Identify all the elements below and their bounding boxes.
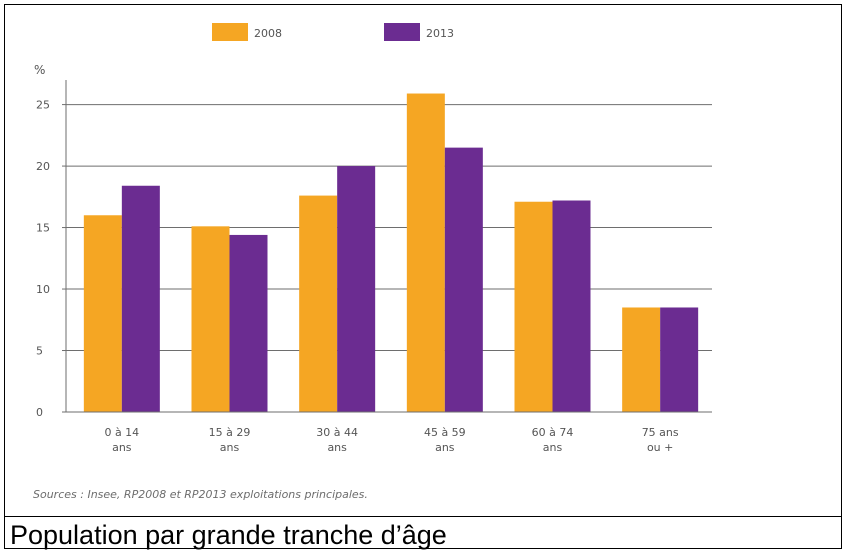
bar-2008-3 [406, 93, 445, 412]
bar-2013-3 [444, 147, 483, 412]
figure-caption: Population par grande tranche d’âge [10, 520, 447, 550]
legend: 2008 2013 [212, 23, 454, 41]
y-tick-label: 0 [36, 406, 43, 419]
legend-label-2013: 2013 [426, 27, 454, 40]
x-tick-label: 75 ans ou + [642, 426, 679, 454]
bar-2013-2 [337, 166, 376, 412]
bar-2008-1 [191, 226, 230, 412]
x-tick-label: 45 à 59 ans [424, 426, 466, 454]
x-tick-label: 15 à 29 ans [209, 426, 251, 454]
x-tick-label: 60 à 74 ans [532, 426, 574, 454]
bar-2008-4 [514, 201, 553, 412]
y-axis-unit-label: % [34, 63, 45, 77]
axes: 0 5 10 15 20 25% 0 à 14 ans 15 à 29 ans 30 à 44 ans… [34, 63, 712, 454]
y-tick-label: 15 [36, 222, 50, 235]
y-tick-label: 20 [36, 160, 50, 173]
bar-2008-5 [622, 307, 661, 412]
legend-label-2008: 2008 [254, 27, 282, 40]
x-tick-label: 30 à 44 ans [316, 426, 358, 454]
bar-chart: 0 5 10 15 20 25% 0 à 14 ans 15 à 29 ans 30 à 44 ans… [34, 23, 712, 454]
y-tick-label: 10 [36, 283, 50, 296]
caption-divider [4, 516, 842, 517]
bar-2013-5 [660, 307, 699, 412]
bars [83, 93, 699, 412]
figure-frame [4, 4, 842, 549]
gridlines [66, 104, 712, 352]
bar-2013-4 [552, 200, 591, 412]
bar-2013-0 [121, 185, 160, 412]
legend-swatch-2008 [212, 23, 248, 41]
y-tick-label: 25 [36, 99, 50, 112]
legend-swatch-2013 [384, 23, 420, 41]
source-note: Sources : Insee, RP2008 et RP2013 exploi… [33, 488, 368, 501]
bar-2008-0 [83, 215, 122, 412]
y-tick-label: 5 [36, 345, 43, 358]
x-tick-label: 0 à 14 ans [104, 426, 139, 454]
bar-2013-1 [229, 234, 268, 412]
bar-2008-2 [299, 195, 338, 412]
